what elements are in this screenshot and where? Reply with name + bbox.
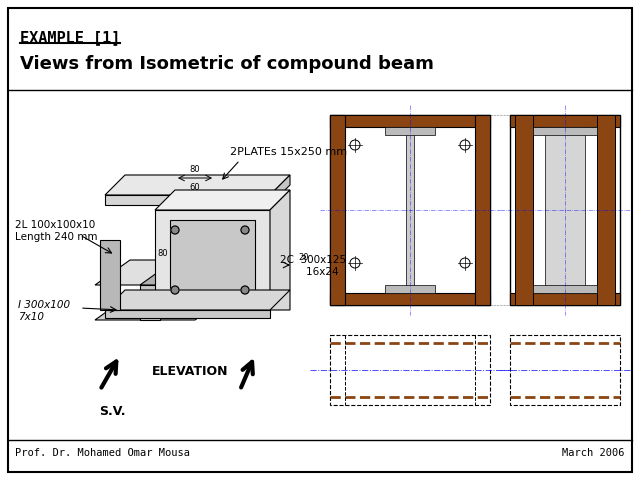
Text: 80: 80 [189,165,200,174]
Text: 60: 60 [189,183,200,192]
Bar [510,115,620,127]
Polygon shape [100,240,120,310]
Text: Views from Isometric of compound beam: Views from Isometric of compound beam [20,55,434,73]
Circle shape [171,286,179,294]
Bar [597,115,615,305]
Bar [510,115,620,305]
Polygon shape [140,260,195,285]
Polygon shape [105,175,290,195]
Circle shape [241,286,249,294]
Polygon shape [105,310,270,318]
Bar [533,127,597,135]
Text: 2C  300x125
        16x24: 2C 300x125 16x24 [280,255,346,277]
Bar [510,335,620,405]
Bar [330,115,490,127]
Bar [385,285,435,293]
Text: March 2006: March 2006 [563,448,625,458]
Polygon shape [155,210,270,310]
Bar [385,127,435,135]
Text: I 300x100
7x10: I 300x100 7x10 [18,300,70,323]
Polygon shape [140,285,160,320]
Bar [533,285,597,293]
Bar [330,115,490,305]
Text: 2L 100x100x10
Length 240 mm: 2L 100x100x10 Length 240 mm [15,220,97,242]
Text: EXAMPLE [1]: EXAMPLE [1] [20,30,120,45]
Polygon shape [270,190,290,310]
Bar [510,293,620,305]
Bar [170,220,255,300]
Bar [330,335,490,405]
Polygon shape [95,295,230,320]
Bar [515,115,533,305]
Text: Prof. Dr. Mohamed Omar Mousa: Prof. Dr. Mohamed Omar Mousa [15,448,190,458]
Circle shape [171,226,179,234]
Polygon shape [105,290,290,310]
Text: ELEVATION: ELEVATION [152,365,228,378]
Polygon shape [95,260,230,285]
Polygon shape [155,190,290,210]
Polygon shape [270,175,290,205]
Text: S.V.: S.V. [99,405,125,418]
Circle shape [241,226,249,234]
Bar [330,115,345,305]
Text: 20: 20 [298,253,308,263]
Bar [406,127,414,293]
Text: 80: 80 [157,249,168,258]
Bar [330,293,490,305]
Bar [545,127,585,293]
Bar [475,115,490,305]
Text: 2PLATEs 15x250 mm: 2PLATEs 15x250 mm [230,147,347,157]
Polygon shape [105,195,270,205]
